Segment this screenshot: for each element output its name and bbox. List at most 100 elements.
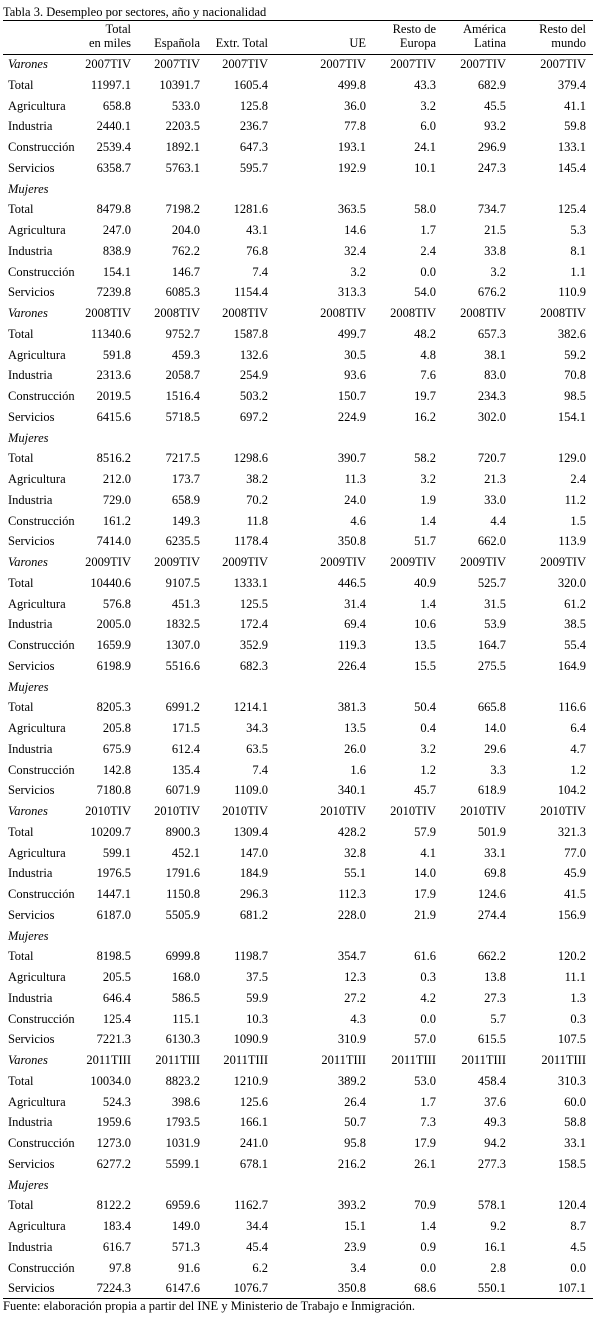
cell-value: 665.8 — [477, 700, 506, 715]
cell-value: 77.8 — [344, 119, 366, 134]
cell-value: 61.2 — [564, 596, 586, 611]
cell-value: 591.8 — [102, 347, 131, 362]
cell-value: 6358.7 — [96, 160, 131, 175]
cell-value: 164.7 — [477, 638, 506, 652]
cell-value: 1447.1 — [96, 887, 131, 901]
cell-value: 1162.7 — [234, 1198, 268, 1213]
cell-value: 10.6 — [414, 617, 436, 632]
row-label: Industria — [8, 866, 53, 881]
cell-value: 33.1 — [484, 845, 506, 860]
group-label: Mujeres — [8, 181, 49, 196]
cell-value: 697.2 — [239, 409, 268, 424]
row-label: Agricultura — [8, 223, 66, 237]
cell-value: 11.1 — [564, 970, 586, 984]
cell-value: 1892.1 — [165, 140, 200, 154]
cell-value: 8900.3 — [165, 824, 200, 839]
cell-value: 1281.6 — [233, 202, 268, 217]
cell-value: 525.7 — [477, 575, 506, 590]
column-header: Resto del — [539, 22, 586, 36]
cell-value: 45.5 — [484, 98, 506, 113]
row-label: Servicios — [8, 534, 55, 549]
row-label: Total — [8, 1073, 34, 1088]
row-label: Agricultura — [8, 98, 66, 113]
row-label: Servicios — [8, 907, 55, 922]
row-label: Servicios — [8, 285, 55, 300]
cell-value: 51.7 — [414, 534, 436, 549]
cell-value: 296.9 — [477, 140, 506, 154]
row-label: Construcción — [8, 638, 75, 652]
cell-value: 1.6 — [350, 762, 366, 777]
column-header: UE — [349, 36, 366, 50]
group-label: Varones — [8, 57, 48, 71]
cell-value: 21.3 — [484, 472, 506, 486]
cell-value: 57.9 — [414, 824, 436, 839]
period-label: 2008TIV — [154, 306, 200, 320]
cell-value: 107.1 — [557, 1281, 586, 1296]
cell-value: 16.1 — [484, 1239, 506, 1254]
row-label: Construcción — [8, 389, 75, 403]
period-label: 2009TIV — [320, 555, 366, 569]
period-label: 2007TIV — [390, 57, 436, 71]
cell-value: 68.6 — [414, 1281, 436, 1296]
cell-value: 5718.5 — [165, 409, 200, 424]
cell-value: 168.0 — [171, 970, 200, 984]
row-label: Total — [8, 1198, 34, 1213]
cell-value: 1.4 — [420, 513, 436, 528]
cell-value: 95.8 — [344, 1136, 366, 1150]
cell-value: 94.2 — [484, 1136, 506, 1150]
cell-value: 38.2 — [246, 472, 268, 486]
cell-value: 7180.8 — [96, 783, 131, 798]
cell-value: 320.0 — [557, 575, 586, 590]
cell-value: 55.4 — [564, 638, 586, 652]
cell-value: 658.9 — [171, 492, 200, 507]
cell-value: 226.4 — [337, 658, 366, 673]
cell-value: 254.9 — [239, 368, 268, 383]
cell-value: 7.6 — [420, 368, 436, 383]
cell-value: 274.4 — [477, 907, 506, 922]
row-label: Servicios — [8, 783, 55, 798]
cell-value: 7217.5 — [165, 451, 200, 466]
cell-value: 70.2 — [246, 492, 268, 507]
cell-value: 156.9 — [557, 907, 586, 922]
cell-value: 11.2 — [564, 492, 586, 507]
cell-value: 116.6 — [558, 700, 586, 715]
cell-value: 15.1 — [344, 1219, 366, 1233]
cell-value: 0.4 — [420, 721, 436, 735]
cell-value: 27.3 — [484, 990, 506, 1005]
period-label: 2010TIV — [460, 804, 506, 818]
cell-value: 675.9 — [102, 741, 131, 756]
cell-value: 275.5 — [477, 658, 506, 673]
period-label: 2009TIV — [222, 555, 268, 569]
cell-value: 135.4 — [171, 762, 200, 777]
group-label: Varones — [8, 555, 48, 569]
row-label: Total — [8, 949, 34, 964]
cell-value: 1109.0 — [234, 783, 268, 798]
cell-value: 4.2 — [420, 990, 436, 1005]
cell-value: 228.0 — [337, 907, 366, 922]
cell-value: 1210.9 — [233, 1073, 268, 1088]
cell-value: 616.7 — [102, 1239, 131, 1254]
table-title: Tabla 3. Desempleo por sectores, año y n… — [3, 5, 267, 19]
cell-value: 9107.5 — [165, 575, 200, 590]
cell-value: 241.0 — [239, 1136, 268, 1150]
cell-value: 10440.6 — [90, 575, 131, 590]
period-label: 2007TIV — [85, 57, 131, 71]
cell-value: 1.2 — [420, 762, 436, 777]
cell-value: 6147.6 — [165, 1281, 200, 1296]
group-label: Varones — [8, 306, 48, 320]
period-label: 2009TIV — [85, 555, 131, 569]
cell-value: 578.1 — [477, 1198, 506, 1213]
row-label: Total — [8, 575, 34, 590]
cell-value: 110.9 — [558, 285, 586, 300]
cell-value: 7414.0 — [96, 534, 131, 549]
cell-value: 2539.4 — [96, 140, 131, 154]
cell-value: 390.7 — [337, 451, 366, 466]
cell-value: 36.0 — [344, 98, 366, 113]
cell-value: 0.0 — [570, 1260, 586, 1275]
cell-value: 58.0 — [414, 202, 436, 217]
cell-value: 63.5 — [246, 741, 268, 756]
column-header: Resto de — [392, 22, 436, 36]
cell-value: 612.4 — [171, 741, 200, 756]
cell-value: 113.9 — [558, 534, 586, 549]
cell-value: 19.7 — [414, 389, 436, 403]
